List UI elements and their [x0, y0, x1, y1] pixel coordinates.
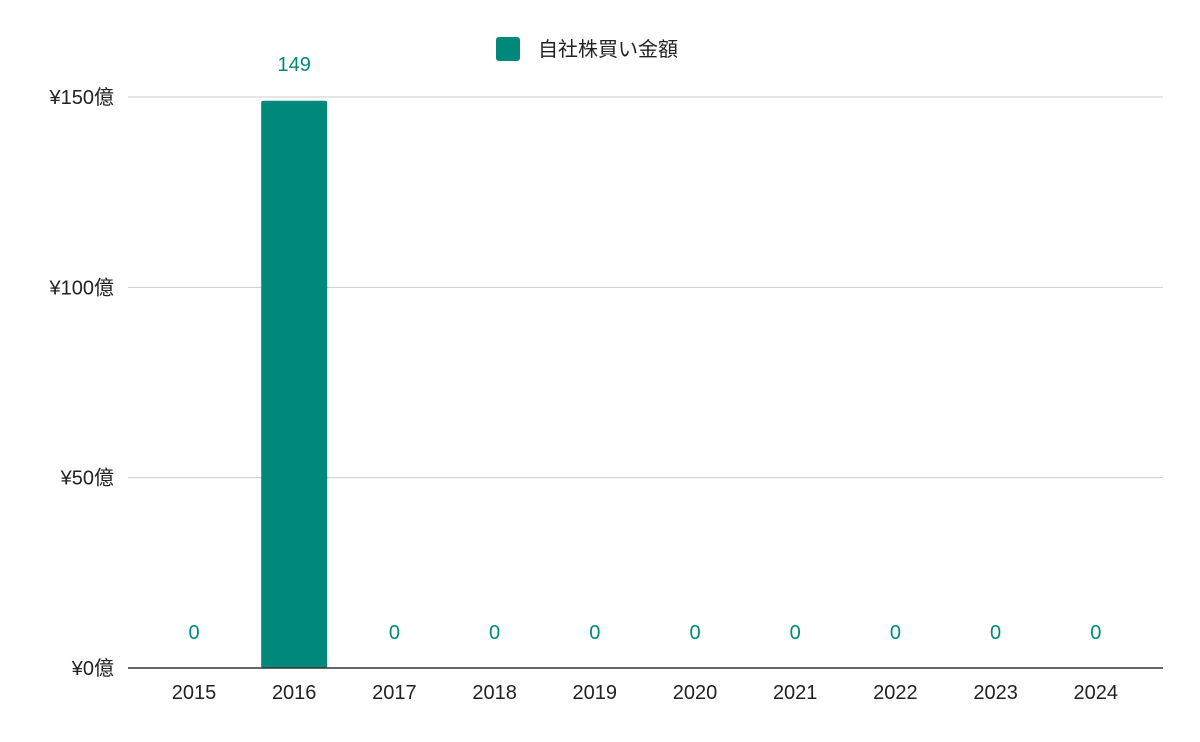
x-tick-label-2021: 2021 [773, 682, 818, 704]
data-label-2023: 0 [990, 622, 1001, 644]
x-tick-label-2024: 2024 [1074, 682, 1119, 704]
x-tick-label-2019: 2019 [573, 682, 618, 704]
x-tick-label-2023: 2023 [973, 682, 1018, 704]
y-tick-label: ¥50億 [60, 467, 114, 490]
data-label-2015: 0 [188, 622, 199, 644]
data-label-2016: 149 [278, 54, 311, 76]
data-label-2018: 0 [489, 622, 500, 644]
y-axis-ticks: ¥0億 ¥50億 ¥100億 ¥150億 [49, 86, 115, 680]
y-tick-label: ¥150億 [49, 86, 115, 109]
legend-swatch [496, 37, 520, 61]
data-label-2017: 0 [389, 622, 400, 644]
y-tick-label: ¥100億 [49, 276, 115, 299]
y-tick-label: ¥0億 [71, 657, 114, 680]
x-tick-label-2015: 2015 [172, 682, 217, 704]
bar-2016 [261, 100, 328, 669]
bars [261, 100, 328, 669]
data-label-2021: 0 [790, 622, 801, 644]
data-label-2022: 0 [890, 622, 901, 644]
x-tick-label-2022: 2022 [873, 682, 918, 704]
data-label-2019: 0 [589, 622, 600, 644]
x-tick-label-2016: 2016 [272, 682, 317, 704]
legend-label: 自社株買い金額 [538, 37, 678, 61]
x-tick-label-2018: 2018 [472, 682, 517, 704]
legend: 自社株買い金額 [496, 37, 678, 61]
x-tick-label-2020: 2020 [673, 682, 718, 704]
data-label-2020: 0 [689, 622, 700, 644]
x-tick-label-2017: 2017 [372, 682, 417, 704]
data-labels: 0 149 0 0 0 0 0 0 0 0 [188, 54, 1101, 644]
x-axis-ticks: 2015 2016 2017 2018 2019 2020 2021 2022 2023 2024 [172, 682, 1118, 704]
data-label-2024: 0 [1090, 622, 1101, 644]
